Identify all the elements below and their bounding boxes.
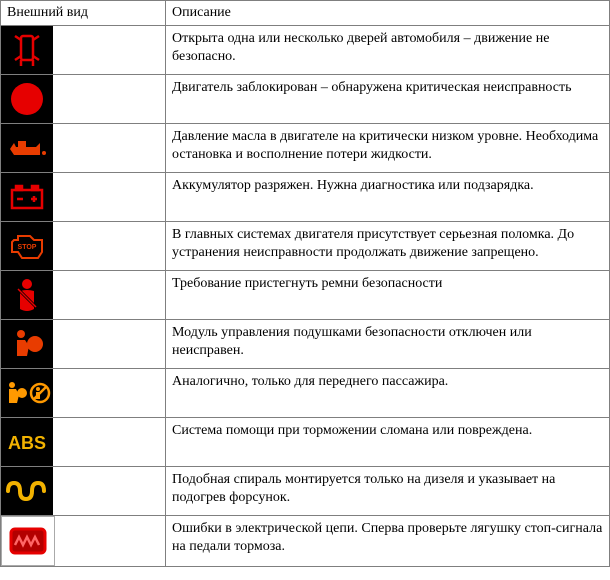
svg-text:ABS: ABS <box>8 433 46 453</box>
engine-locked-icon <box>1 75 53 123</box>
row-description: В главных системах двигателя присутствуе… <box>166 222 610 271</box>
dashboard-indicators-table: Внешний вид Описание Открыта одна или не… <box>0 0 610 567</box>
row-description: Двигатель заблокирован – обнаружена крит… <box>166 75 610 124</box>
table-row: STOP В главных системах двигателя присут… <box>1 222 610 271</box>
glow-plug-icon <box>1 467 53 515</box>
table-row: Модуль управления подушками безопасности… <box>1 320 610 369</box>
row-description: Требование пристегнуть ремни безопасност… <box>166 271 610 320</box>
table-row: Требование пристегнуть ремни безопасност… <box>1 271 610 320</box>
table-row: Ошибки в электрической цепи. Сперва пров… <box>1 516 610 567</box>
table-row: Аккумулятор разряжен. Нужна диагностика … <box>1 173 610 222</box>
table-row: Подобная спираль монтируется только на д… <box>1 467 610 516</box>
table-row: Открыта одна или несколько дверей автомо… <box>1 26 610 75</box>
table-row: Аналогично, только для переднего пассажи… <box>1 369 610 418</box>
row-description: Открыта одна или несколько дверей автомо… <box>166 26 610 75</box>
door-open-icon <box>1 26 53 74</box>
row-description: Подобная спираль монтируется только на д… <box>166 467 610 516</box>
table-row: Двигатель заблокирован – обнаружена крит… <box>1 75 610 124</box>
engine-stop-icon: STOP <box>1 222 53 270</box>
battery-icon <box>1 173 53 221</box>
col-header-description: Описание <box>166 1 610 26</box>
seatbelt-icon <box>1 271 53 319</box>
svg-text:STOP: STOP <box>18 244 37 251</box>
row-description: Система помощи при торможении сломана ил… <box>166 418 610 467</box>
table-row: ABS Система помощи при торможении сломан… <box>1 418 610 467</box>
airbag-icon <box>1 320 53 368</box>
row-description: Давление масла в двигателе на критически… <box>166 124 610 173</box>
row-description: Аккумулятор разряжен. Нужна диагностика … <box>166 173 610 222</box>
electrical-fault-icon <box>1 516 55 566</box>
row-description: Ошибки в электрической цепи. Сперва пров… <box>166 516 610 567</box>
abs-icon: ABS <box>1 418 53 466</box>
table-row: Давление масла в двигателе на критически… <box>1 124 610 173</box>
row-description: Модуль управления подушками безопасности… <box>166 320 610 369</box>
oil-pressure-icon <box>1 124 53 172</box>
passenger-airbag-off-icon <box>1 369 53 417</box>
col-header-appearance: Внешний вид <box>1 1 166 26</box>
row-description: Аналогично, только для переднего пассажи… <box>166 369 610 418</box>
